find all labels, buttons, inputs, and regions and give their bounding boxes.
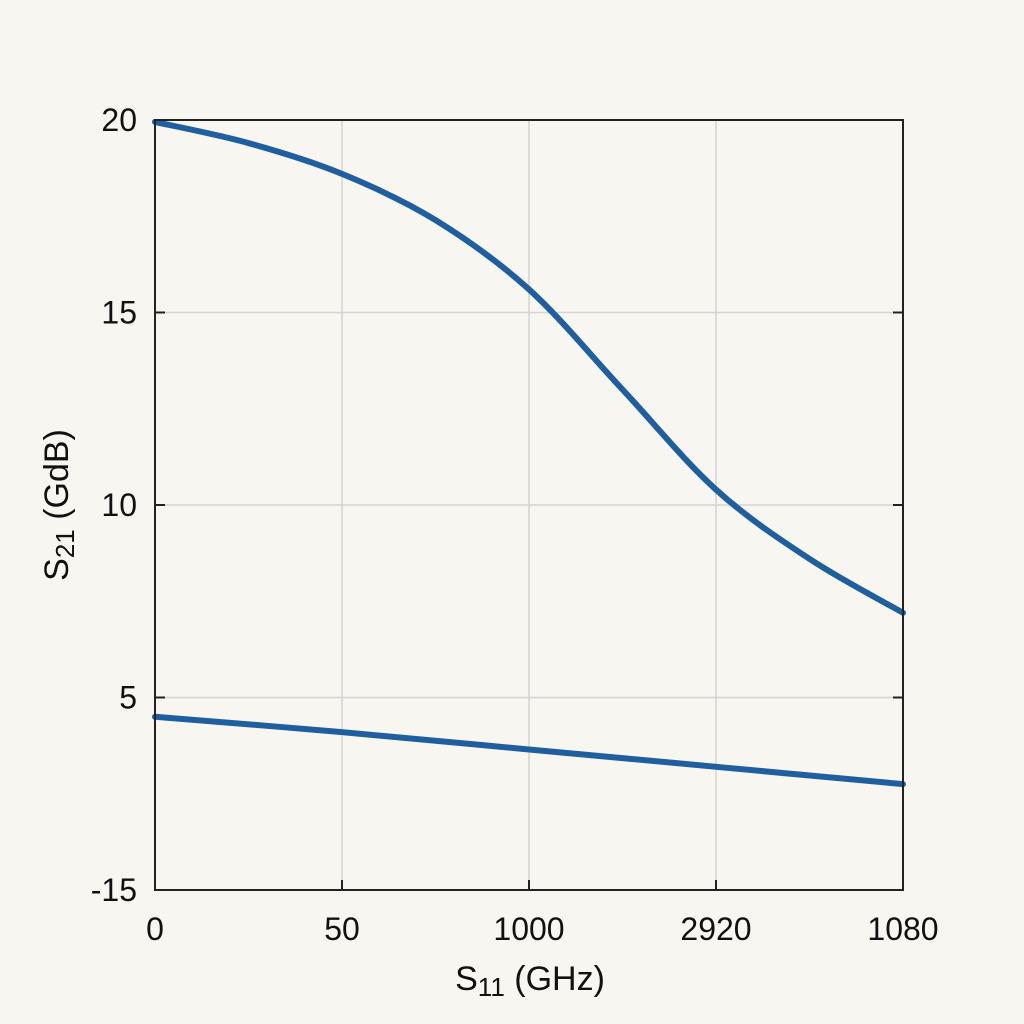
series-line-2 [152,713,906,788]
x-tick-label: 2920 [680,911,751,947]
x-axis-label-sub: 11 [478,972,505,1002]
x-axis-label: S11 (GHz) [455,960,605,1002]
ticks [154,119,904,891]
grid [155,120,903,890]
y-tick-label: 5 [119,680,137,716]
x-tick-label: 50 [324,911,360,947]
x-tick-label: 0 [146,911,164,947]
y-tick-label: 15 [101,295,137,331]
x-tick-label: 1000 [493,911,564,947]
y-axis-label-main: S [38,558,76,581]
y-tick-label: -15 [91,872,137,908]
x-tick-label: 1080 [867,911,938,947]
series-line-1 [152,118,906,616]
y-axis-label: S21 (GdB) [38,429,80,581]
y-axis-label-sub: 21 [50,529,80,558]
y-tick-label: 20 [101,102,137,138]
series-layer [152,118,906,788]
y-tick-label: 10 [101,487,137,523]
y-axis-label-rest: (GdB) [38,429,76,529]
x-axis-label-main: S [455,960,478,998]
tick-labels: 0 50 1000 2920 1080 -15 5 10 15 20 [91,102,939,947]
x-axis-label-rest: (GHz) [505,960,605,998]
